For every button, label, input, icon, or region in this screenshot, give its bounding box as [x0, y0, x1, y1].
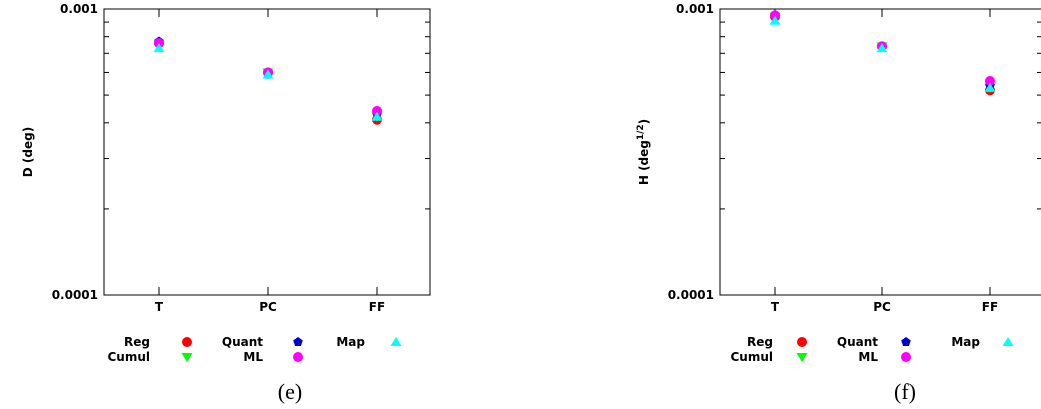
legend-marker-map — [390, 337, 402, 346]
x-ticks: T PC FF — [771, 9, 998, 314]
x-tick-label-t: T — [155, 300, 164, 314]
point-map-ff — [371, 111, 383, 121]
point-ml-ff — [372, 105, 382, 116]
y-tick-label-bottom: 0.0001 — [52, 288, 98, 302]
legend-marker-map — [1002, 337, 1014, 346]
point-ml-t — [770, 10, 780, 21]
x-ticks: T PC FF — [155, 9, 385, 314]
data-points — [153, 36, 383, 125]
panel-caption: (e) — [278, 379, 302, 404]
point-map-pc — [262, 69, 274, 79]
x-tick-label-pc: PC — [259, 300, 277, 314]
y-axis-label-superscript: 1/2 — [636, 124, 646, 140]
x-tick-label-t: T — [771, 300, 780, 314]
legend-label-cumul: Cumul — [730, 350, 773, 364]
y-axis-label-close: ) — [637, 119, 651, 124]
y-axis-label: D (deg) — [21, 127, 35, 177]
legend-marker-cumul — [181, 353, 193, 362]
legend-marker-cumul — [796, 353, 808, 362]
y-tick-label-top: 0.001 — [676, 2, 714, 16]
legend-label-ml: ML — [858, 350, 878, 364]
data-points — [769, 10, 996, 96]
legend-label-map: Map — [336, 335, 365, 349]
point-ml-t — [154, 38, 164, 49]
y-minor-ticks — [104, 8, 430, 296]
point-map-ff — [984, 82, 996, 92]
x-tick-label-pc: PC — [873, 300, 891, 314]
y-axis-label: H (deg1/2) — [636, 119, 651, 185]
legend-marker-quant — [293, 337, 303, 346]
point-map-pc — [876, 43, 888, 53]
y-tick-label-top: 0.001 — [60, 2, 98, 16]
x-tick-label-ff: FF — [982, 300, 998, 314]
plot-area — [719, 8, 1041, 296]
legend-label-reg: Reg — [124, 335, 150, 349]
y-axis-label-text: D (deg) — [21, 127, 35, 177]
legend-marker-ml — [901, 352, 911, 362]
x-tick-label-ff: FF — [369, 300, 385, 314]
legend-marker-quant — [901, 337, 911, 346]
point-map-t — [153, 43, 165, 53]
panel-caption: (f) — [894, 379, 916, 404]
legend-marker-ml — [293, 352, 303, 362]
legend-label-map: Map — [951, 335, 980, 349]
legend-label-quant: Quant — [222, 335, 263, 349]
legend-label-reg: Reg — [747, 335, 773, 349]
plot-area — [103, 8, 431, 296]
y-tick-label-bottom: 0.0001 — [668, 288, 714, 302]
legend-label-ml: ML — [243, 350, 263, 364]
y-axis-label-text: H (deg — [637, 140, 651, 185]
legend-marker-reg — [182, 337, 192, 347]
legend-label-quant: Quant — [837, 335, 878, 349]
point-ml-ff — [985, 76, 995, 87]
y-minor-ticks — [720, 8, 1041, 296]
point-map-t — [769, 15, 781, 25]
legend-marker-reg — [797, 337, 807, 347]
legend-label-cumul: Cumul — [107, 350, 150, 364]
